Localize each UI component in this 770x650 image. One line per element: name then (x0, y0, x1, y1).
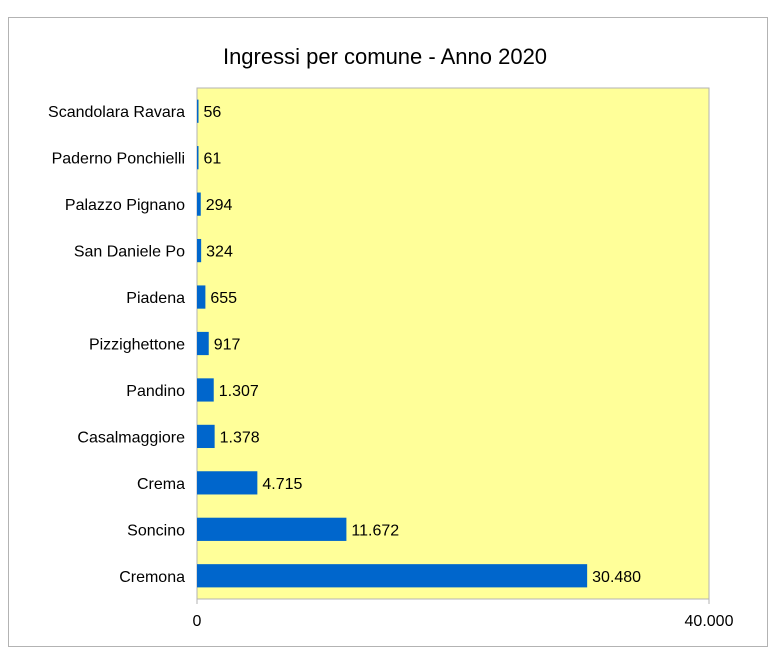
category-label: Paderno Ponchielli (52, 151, 185, 168)
category-label: Crema (137, 476, 185, 493)
bar (197, 99, 199, 123)
bar (197, 424, 215, 449)
bar (197, 378, 214, 402)
x-tick-label: 40.000 (685, 613, 734, 630)
chart-title: Ingressi per comune - Anno 2020 (222, 44, 548, 69)
category-label: Pandino (126, 383, 185, 400)
data-label: 61 (204, 151, 222, 168)
category-label: Casalmaggiore (77, 429, 185, 446)
data-label: 324 (206, 244, 233, 261)
bar (197, 517, 347, 541)
data-label: 917 (214, 337, 241, 354)
category-label: Soncino (127, 522, 185, 539)
data-label: 294 (206, 197, 233, 214)
data-label: 655 (210, 290, 237, 307)
bar (197, 146, 199, 170)
data-label: 56 (204, 104, 222, 121)
data-label: 1.378 (220, 429, 260, 446)
plot-area (196, 87, 710, 600)
category-label: Piadena (126, 290, 185, 307)
category-label: Scandolara Ravara (48, 104, 185, 121)
bar (197, 238, 202, 263)
x-tick-label: 0 (193, 613, 202, 630)
category-label: Cremona (119, 569, 185, 586)
data-label: 30.480 (592, 569, 641, 586)
data-label: 11.672 (351, 522, 399, 539)
category-label: Palazzo Pignano (65, 197, 185, 214)
bar (197, 331, 209, 356)
data-label: 4.715 (262, 476, 302, 493)
category-label: Pizzighettone (89, 337, 185, 354)
bar (197, 564, 588, 588)
bar (197, 471, 258, 495)
bar (197, 285, 206, 309)
category-label: San Daniele Po (74, 244, 185, 261)
bar (197, 192, 201, 216)
data-label: 1.307 (219, 383, 259, 400)
